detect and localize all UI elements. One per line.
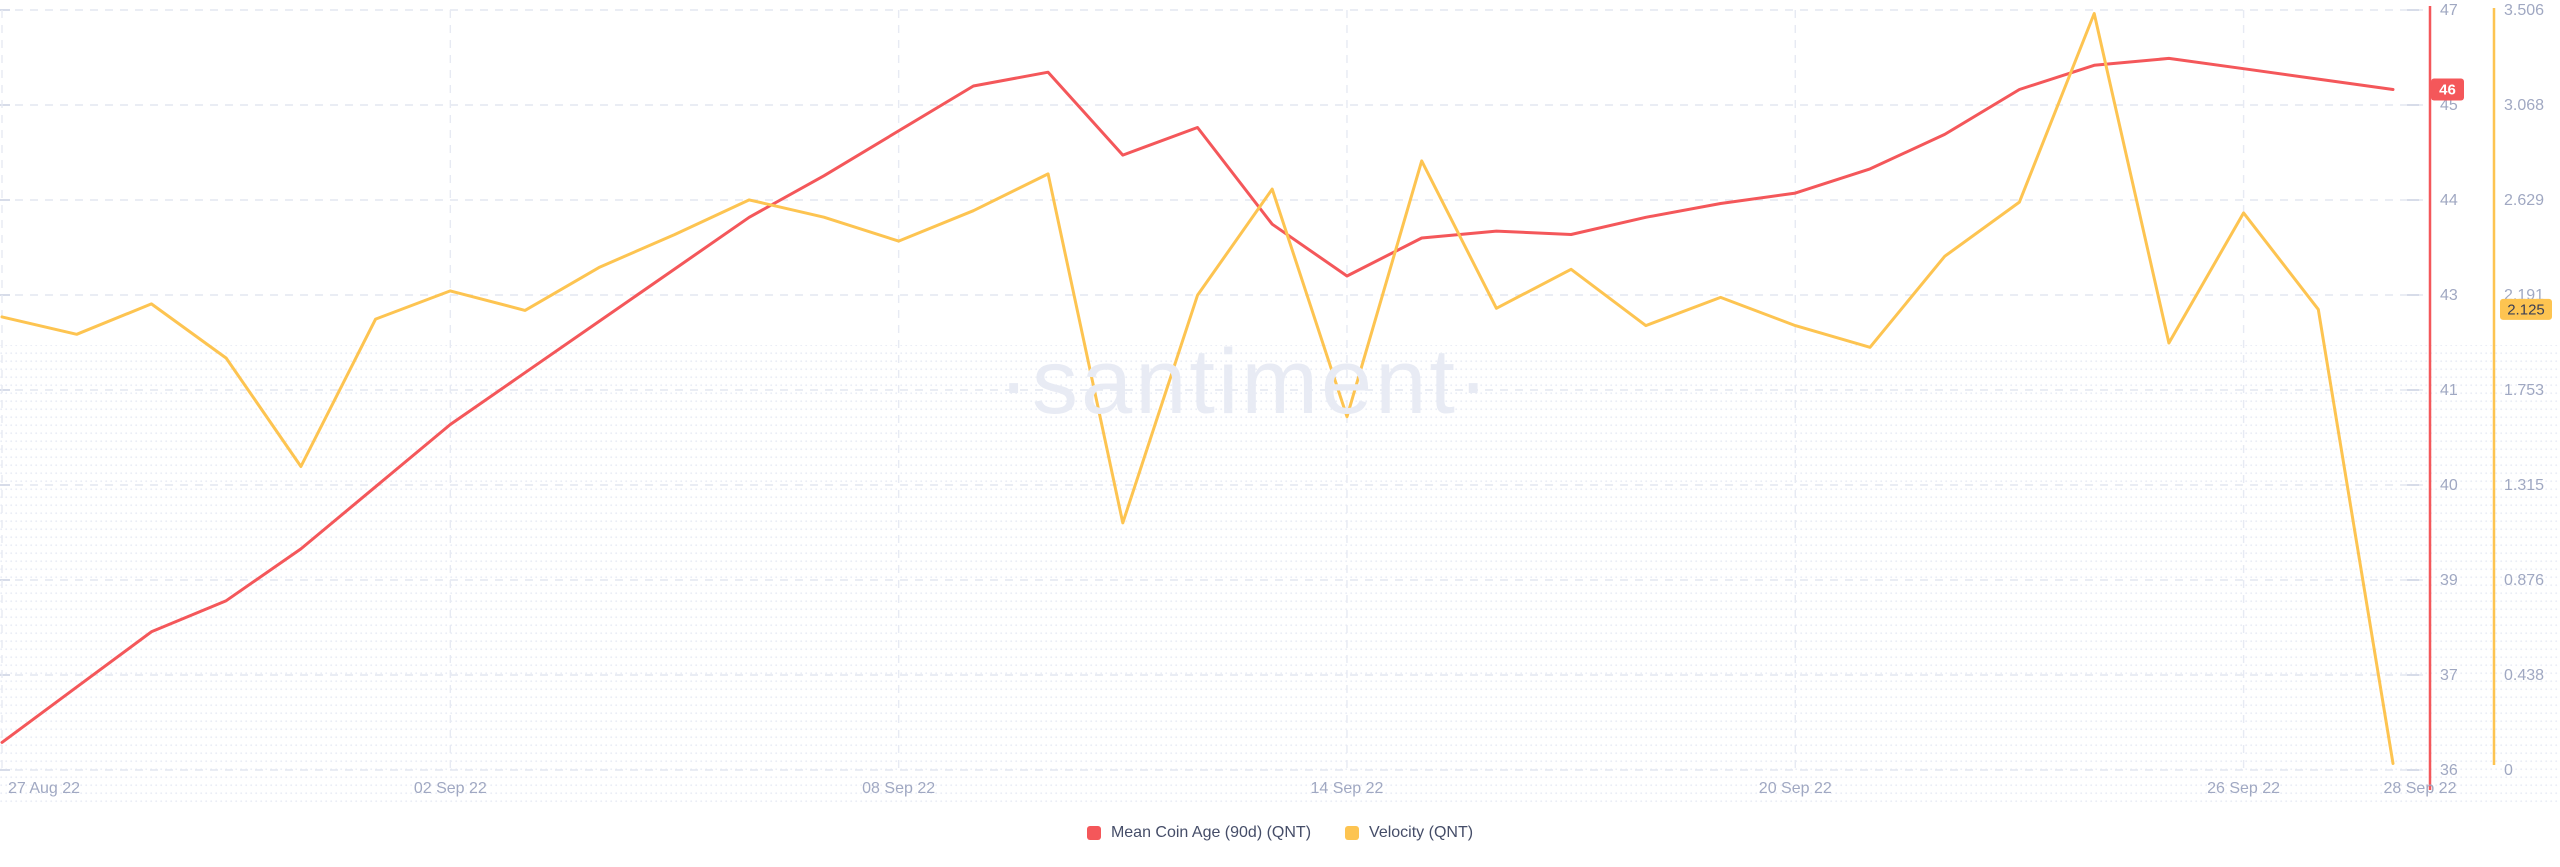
x-axis-label: 20 Sep 22 <box>1759 780 1832 797</box>
y-axis-label-inner: 36 <box>2440 762 2458 779</box>
x-axis-label: 26 Sep 22 <box>2207 780 2280 797</box>
svg-text:46: 46 <box>2439 81 2456 98</box>
series-line-velocity[interactable] <box>0 12 2395 765</box>
y-axis-label-inner: 45 <box>2440 97 2458 114</box>
current-value-badge-velocity: 2.125 <box>2500 298 2552 320</box>
svg-text:2.125: 2.125 <box>2507 301 2545 318</box>
x-axis-label: 28 Sep 22 <box>2384 780 2457 797</box>
legend-swatch-red <box>1086 826 1101 840</box>
x-axis-label: 08 Sep 22 <box>862 780 935 797</box>
y-axis-label-outer: 0.876 <box>2504 572 2544 589</box>
y-axis-label-outer: 2.629 <box>2504 192 2544 209</box>
y-axis-label-outer: 0 <box>2504 762 2513 779</box>
x-axis-labels: 27 Aug 22 02 Sep 22 08 Sep 22 14 Sep 22 20 S… <box>8 780 2457 797</box>
x-axis-label: 02 Sep 22 <box>414 780 487 797</box>
gridlines <box>0 9 2430 771</box>
x-axis-label: 14 Sep 22 <box>1310 780 1383 797</box>
y-axis-label-outer: 1.315 <box>2504 477 2544 494</box>
chart-legend: Mean Coin Age (90d) (QNT) Velocity (QNT) <box>0 824 2560 842</box>
x-axis-label: 27 Aug 22 <box>8 780 80 797</box>
series-line-mean-coin-age[interactable] <box>0 56 2395 744</box>
y-axis-label-outer: 3.506 <box>2504 2 2544 19</box>
y-axis-label-outer: 3.068 <box>2504 97 2544 114</box>
y-axis-label-inner: 44 <box>2440 192 2458 209</box>
legend-label: Velocity (QNT) <box>1369 824 1474 841</box>
y-axis-label-outer: 0.438 <box>2504 667 2544 684</box>
current-value-badge-mean-coin-age: 46 <box>2431 78 2464 101</box>
y-axis-label-inner: 47 <box>2440 2 2458 19</box>
dot-texture-band <box>0 345 2560 807</box>
y-axis-label-inner: 40 <box>2440 477 2458 494</box>
legend-item-velocity[interactable]: Velocity (QNT) <box>1345 824 1473 842</box>
y-axis-label-inner: 37 <box>2440 667 2458 684</box>
legend-item-mean-coin-age[interactable]: Mean Coin Age (90d) (QNT) <box>1086 824 1312 842</box>
y-axis-label-inner: 41 <box>2440 382 2458 399</box>
y-axis-label-inner: 39 <box>2440 572 2458 589</box>
legend-label: Mean Coin Age (90d) (QNT) <box>1110 824 1312 841</box>
y-axis-label-outer: 1.753 <box>2504 382 2544 399</box>
legend-swatch-yellow <box>1345 826 1360 840</box>
y-axis-label-inner: 43 <box>2440 287 2458 304</box>
